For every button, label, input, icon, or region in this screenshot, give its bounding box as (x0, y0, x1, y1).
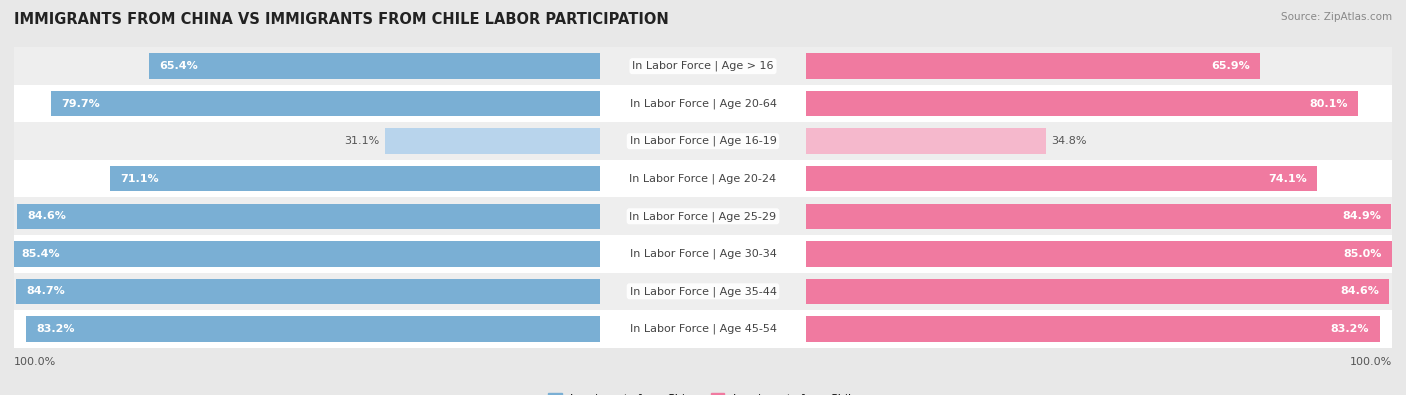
Text: 74.1%: 74.1% (1268, 174, 1306, 184)
Text: In Labor Force | Age 20-64: In Labor Force | Age 20-64 (630, 98, 776, 109)
Text: 65.4%: 65.4% (159, 61, 198, 71)
Bar (14, 160, 1392, 198)
Text: IMMIGRANTS FROM CHINA VS IMMIGRANTS FROM CHILE LABOR PARTICIPATION: IMMIGRANTS FROM CHINA VS IMMIGRANTS FROM… (14, 12, 669, 27)
Text: 100.0%: 100.0% (1350, 357, 1392, 367)
Text: 84.6%: 84.6% (27, 211, 66, 221)
Bar (14, 273, 1392, 310)
Bar (807, 166, 1317, 192)
Text: In Labor Force | Age 16-19: In Labor Force | Age 16-19 (630, 136, 776, 147)
Text: In Labor Force | Age 45-54: In Labor Force | Age 45-54 (630, 324, 776, 334)
Bar (385, 128, 599, 154)
Text: In Labor Force | Age 25-29: In Labor Force | Age 25-29 (630, 211, 776, 222)
Text: In Labor Force | Age 30-34: In Labor Force | Age 30-34 (630, 248, 776, 259)
Bar (14, 310, 1392, 348)
Bar (149, 53, 599, 79)
Bar (807, 53, 1260, 79)
Text: 84.9%: 84.9% (1343, 211, 1381, 221)
Text: In Labor Force | Age 20-24: In Labor Force | Age 20-24 (630, 173, 776, 184)
Text: 100.0%: 100.0% (14, 357, 56, 367)
Text: 84.7%: 84.7% (27, 286, 65, 296)
Bar (14, 85, 1392, 122)
Bar (14, 47, 1392, 85)
Bar (807, 91, 1358, 117)
Text: 31.1%: 31.1% (344, 136, 380, 146)
Bar (110, 166, 599, 192)
Text: 84.6%: 84.6% (1340, 286, 1379, 296)
Bar (807, 241, 1392, 267)
Bar (11, 241, 599, 267)
Legend: Immigrants from China, Immigrants from Chile: Immigrants from China, Immigrants from C… (544, 389, 862, 395)
Bar (807, 128, 1046, 154)
Text: In Labor Force | Age 35-44: In Labor Force | Age 35-44 (630, 286, 776, 297)
Bar (807, 203, 1392, 229)
Bar (51, 91, 599, 117)
Bar (17, 203, 599, 229)
Bar (807, 278, 1389, 304)
Text: 85.4%: 85.4% (21, 249, 60, 259)
Text: In Labor Force | Age > 16: In Labor Force | Age > 16 (633, 61, 773, 71)
Text: 34.8%: 34.8% (1052, 136, 1087, 146)
Text: 83.2%: 83.2% (37, 324, 76, 334)
Bar (807, 316, 1379, 342)
Bar (27, 316, 599, 342)
Text: 80.1%: 80.1% (1309, 99, 1348, 109)
Text: 79.7%: 79.7% (60, 99, 100, 109)
Bar (14, 235, 1392, 273)
Bar (14, 198, 1392, 235)
Text: 65.9%: 65.9% (1211, 61, 1250, 71)
Bar (14, 122, 1392, 160)
Text: 83.2%: 83.2% (1330, 324, 1369, 334)
Bar (15, 278, 599, 304)
Text: 85.0%: 85.0% (1343, 249, 1382, 259)
Text: Source: ZipAtlas.com: Source: ZipAtlas.com (1281, 12, 1392, 22)
Text: 71.1%: 71.1% (120, 174, 159, 184)
